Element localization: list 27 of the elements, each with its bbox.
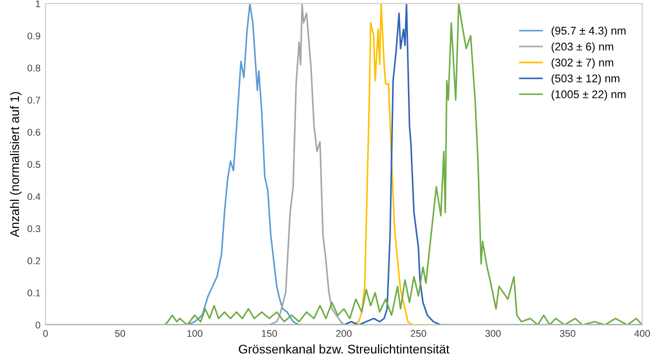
y-tick-label: 0.6 xyxy=(28,128,40,136)
y-tick-label: 1 xyxy=(36,0,40,8)
x-tick-label: 350 xyxy=(560,330,576,337)
legend-label: (203 ± 6) nm xyxy=(552,42,614,53)
y-tick-label: 0 xyxy=(36,322,40,329)
x-tick-label: 250 xyxy=(410,330,426,337)
x-tick-label: 200 xyxy=(336,330,352,337)
legend-label: (302 ± 7) nm xyxy=(552,58,614,69)
legend-label: (1005 ± 22) nm xyxy=(552,90,626,100)
x-tick-label: 100 xyxy=(187,330,202,337)
y-tick-label: 0.7 xyxy=(28,96,40,104)
y-tick-label: 0.9 xyxy=(28,32,40,40)
y-tick-label: 0.8 xyxy=(28,64,40,72)
y-tick-label: 0.2 xyxy=(28,257,40,264)
y-tick-label: 0.3 xyxy=(28,225,40,232)
y-tick-label: 0.4 xyxy=(28,193,40,200)
x-axis-title: Grössenkanal bzw. Streulichtintensität xyxy=(238,344,450,354)
x-tick-label: 150 xyxy=(262,330,277,337)
y-axis-title: Anzahl (normalisiert auf 1) xyxy=(10,92,22,238)
legend-label: (503 ± 12) nm xyxy=(552,74,620,85)
legend-label: (95.7 ± 4.3) nm xyxy=(552,26,626,37)
x-tick-label: 0 xyxy=(43,330,48,337)
x-tick-label: 300 xyxy=(485,330,501,337)
x-tick-label: 50 xyxy=(115,330,126,337)
y-tick-label: 0.1 xyxy=(28,290,40,296)
x-tick-label: 400 xyxy=(634,330,650,337)
y-tick-label: 0.5 xyxy=(28,160,40,168)
